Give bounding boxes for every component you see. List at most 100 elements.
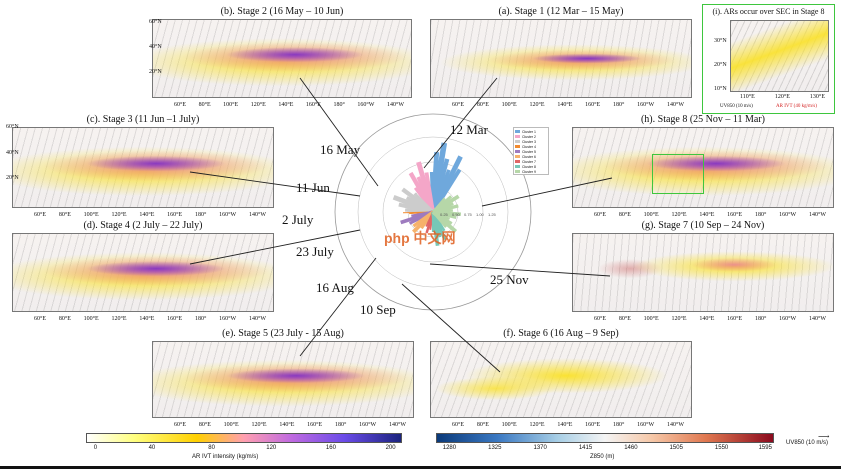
- lat-label: 40°N: [149, 44, 162, 50]
- legend-entry: Cluster 5: [515, 149, 547, 154]
- panel-title: (c). Stage 3 (11 Jun –1 July): [86, 114, 200, 125]
- lat-label: 60°N: [149, 19, 162, 25]
- panel-stage6: (f). Stage 6 (16 Aug – 9 Sep) 60°E 80°E 10…: [430, 328, 692, 430]
- legend-label: Cluster 4: [522, 144, 537, 149]
- legend-label: Cluster 8: [522, 164, 537, 169]
- lat-label: 20°N: [149, 69, 162, 75]
- lon-axis: 60°E 80°E 100°E 120°E 140°E 160°E 180° 160°W 140…: [594, 316, 826, 322]
- panel-stage4: (d). Stage 4 (2 July – 22 July) 60°E 80°E…: [12, 220, 274, 324]
- map-inset: [730, 20, 829, 92]
- lon-axis: 60°E 80°E 100°E 120°E 140°E 160°E 180° 160°W 140…: [594, 212, 826, 218]
- map-stage1: [430, 19, 692, 98]
- panel-title: (h). Stage 8 (25 Nov – 11 Mar): [640, 114, 766, 125]
- cluster-legend: Cluster 1 Cluster 2 Cluster 3 Cluster 4 Clus…: [513, 127, 549, 175]
- polar-petal: [424, 172, 435, 213]
- connector-line: [189, 229, 361, 265]
- panel-stage1: (a). Stage 1 (12 Mar – 15 May) 60°E 80°E 1…: [430, 6, 692, 110]
- legend-swatch: [515, 140, 520, 143]
- legend-entry: Cluster 1: [515, 129, 547, 134]
- legend-entry: Cluster 9: [515, 169, 547, 174]
- legend-label: Cluster 5: [522, 149, 537, 154]
- legend-swatch: [515, 165, 520, 168]
- legend-entry: Cluster 2: [515, 134, 547, 139]
- legend-swatch: [515, 145, 520, 148]
- polar-ring: [334, 113, 532, 311]
- connector-line: [423, 77, 498, 169]
- inset-lon-axis: 110°E 120°E 130°E: [740, 94, 825, 100]
- panel-title: (g). Stage 7 (10 Sep – 24 Nov): [641, 220, 765, 231]
- stage-label-25nov: 25 Nov: [490, 272, 529, 287]
- lon-axis: 60°E 80°E 100°E 120°E 140°E 160°E 180° 160°W 140…: [174, 422, 406, 428]
- stage-label-16aug: 16 Aug: [316, 280, 354, 295]
- legend-label: Cluster 6: [522, 154, 537, 159]
- lat-label: 10°N: [714, 86, 727, 92]
- ring-label: 1.00: [476, 212, 485, 217]
- panel-inset-stage8: (i). ARs occur over SEC in Stage 8 30°N …: [702, 4, 835, 114]
- panel-title: (f). Stage 6 (16 Aug – 9 Sep): [503, 328, 619, 339]
- inset-frame: [702, 4, 835, 114]
- polar-petal: [413, 192, 435, 214]
- map-stage2: [152, 19, 412, 98]
- stage-label-2july: 2 July: [282, 212, 314, 227]
- connector-line: [429, 263, 611, 277]
- panel-title: (d). Stage 4 (2 July – 22 July): [83, 220, 203, 231]
- ring-label: 0.75: [464, 212, 473, 217]
- z850-colorbar: [436, 433, 774, 443]
- stage-label-10sep: 10 Sep: [360, 302, 396, 317]
- uv850-legend: UV850 (10 m/s): [786, 440, 829, 446]
- map-stage6: [430, 341, 692, 418]
- lat-label: 60°N: [6, 124, 19, 130]
- ivt-colorbar: [86, 433, 402, 443]
- polar-cluster-diagram: 0.25 0.50 0.75 1.00 1.25: [334, 113, 532, 311]
- polar-petal: [411, 210, 434, 218]
- inset-uv-legend: UV850 (10 m/s): [720, 104, 753, 109]
- lat-label: 20°N: [6, 175, 19, 181]
- connector-line: [401, 283, 501, 373]
- polar-petals: [392, 142, 463, 246]
- stage-label-11jun: 11 Jun: [296, 180, 330, 195]
- panel-title: (b). Stage 2 (16 May – 10 Jun): [220, 6, 344, 17]
- panel-title: (a). Stage 1 (12 Mar – 15 May): [498, 6, 624, 17]
- legend-label: Cluster 9: [522, 169, 537, 174]
- legend-entry: Cluster 8: [515, 164, 547, 169]
- ring-label: 0.50: [452, 212, 461, 217]
- legend-entry: Cluster 4: [515, 144, 547, 149]
- panel-title: (i). ARs occur over SEC in Stage 8: [712, 7, 825, 16]
- lon-axis: 60°E 80°E 100°E 120°E 140°E 160°E 180° 160°W 140…: [452, 422, 684, 428]
- legend-label: Cluster 7: [522, 159, 537, 164]
- ivt-colorbar-label: AR IVT intensity (kg/m/s): [192, 454, 259, 460]
- uv850-arrow-icon: ⟶: [818, 432, 830, 441]
- legend-label: Cluster 2: [522, 134, 537, 139]
- legend-swatch: [515, 150, 520, 153]
- lon-axis: 60°E 80°E 100°E 120°E 140°E 160°E 180° 160°W 140…: [452, 102, 684, 108]
- inset-ivt-legend: AR IVT (40 kg/m/s): [776, 104, 817, 109]
- legend-entry: Cluster 6: [515, 154, 547, 159]
- legend-swatch: [515, 170, 520, 173]
- lon-axis: 60°E 80°E 100°E 120°E 140°E 160°E 180° 160°W 140…: [174, 102, 404, 108]
- connector-line: [481, 177, 613, 207]
- panel-title: (e). Stage 5 (23 July - 15 Aug): [222, 328, 344, 339]
- legend-label: Cluster 1: [522, 129, 537, 134]
- map-stage7: [572, 233, 834, 312]
- panel-stage5: (e). Stage 5 (23 July - 15 Aug) 60°E 80°E…: [152, 328, 414, 430]
- polar-petal: [432, 211, 447, 229]
- panel-stage7: (g). Stage 7 (10 Sep – 24 Nov) 60°E 80°E 1…: [572, 220, 834, 324]
- ring-label: 1.25: [488, 212, 497, 217]
- stage-label-12mar: 12 Mar: [450, 122, 488, 137]
- ring-label: 0.25: [440, 212, 449, 217]
- legend-entry: Cluster 7: [515, 159, 547, 164]
- lat-label: 20°N: [714, 62, 727, 68]
- sec-highlight-box: [652, 154, 704, 194]
- map-stage4: [12, 233, 274, 312]
- watermark: php 中文网: [384, 230, 456, 246]
- map-stage5: [152, 341, 414, 418]
- legend-swatch: [515, 135, 520, 138]
- connector-line: [299, 77, 379, 187]
- polar-ring: [357, 136, 509, 288]
- legend-entry: Cluster 3: [515, 139, 547, 144]
- stage-label-16may: 16 May: [320, 142, 361, 157]
- connector-line: [299, 257, 377, 357]
- lon-axis: 60°E 80°E 100°E 120°E 140°E 160°E 180° 160°W 140…: [34, 212, 266, 218]
- lat-label: 40°N: [6, 150, 19, 156]
